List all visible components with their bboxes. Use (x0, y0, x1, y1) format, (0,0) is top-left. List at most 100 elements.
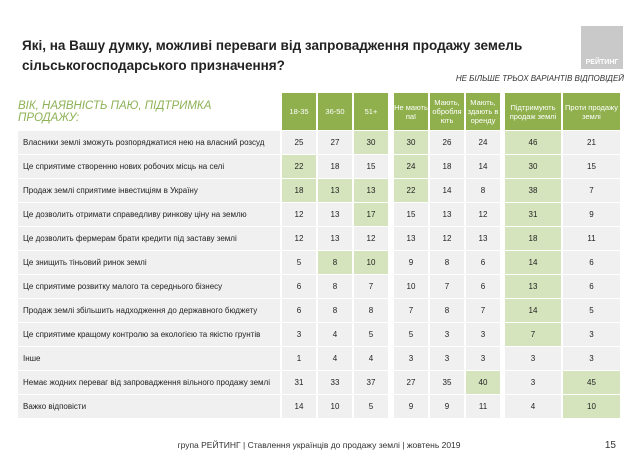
table-cell: 7 (354, 275, 388, 298)
table-cell: 9 (394, 251, 428, 274)
row-label: Важко відповісти (18, 395, 280, 418)
answer-limit-note: НЕ БІЛЬШЕ ТРЬОХ ВАРІАНТІВ ВІДПОВІДЕЙ (455, 74, 624, 83)
table-cell: 45 (563, 371, 620, 394)
table-cell: 15 (394, 203, 428, 226)
table-cell: 3 (505, 371, 561, 394)
row-label: Продаж землі збільшить надходження до де… (18, 299, 280, 322)
table-cell: 13 (430, 203, 464, 226)
table-cell: 26 (430, 131, 464, 154)
row-label: Це сприятиме кращому контролю за екологі… (18, 323, 280, 346)
table-cell: 17 (354, 203, 388, 226)
table-cell: 6 (466, 275, 500, 298)
table-cell: 14 (466, 155, 500, 178)
column-header: Не мають паї (394, 93, 428, 130)
table-cell: 4 (354, 347, 388, 370)
footer-text: група РЕЙТИНГ | Ставлення українців до п… (177, 440, 461, 450)
table-cell: 8 (430, 299, 464, 322)
table-cell: 35 (430, 371, 464, 394)
table-cell: 10 (354, 251, 388, 274)
table-cell: 12 (430, 227, 464, 250)
table-cell: 18 (318, 155, 352, 178)
table-cell: 3 (282, 323, 316, 346)
table-cell: 6 (466, 251, 500, 274)
table-cell: 13 (318, 203, 352, 226)
table-cell: 5 (282, 251, 316, 274)
table-cell: 27 (394, 371, 428, 394)
table-cell: 4 (505, 395, 561, 418)
table-cell: 24 (466, 131, 500, 154)
page-number: 15 (604, 440, 616, 451)
table-cell: 6 (282, 275, 316, 298)
table-cell: 6 (563, 275, 620, 298)
table-cell: 27 (318, 131, 352, 154)
group-label: ВІК, НАЯВНІСТЬ ПАЮ, ПІДТРИМКА ПРОДАЖУ: (18, 99, 212, 124)
table-cell: 22 (394, 179, 428, 202)
table-cell: 8 (318, 251, 352, 274)
column-header: Мають, обробля ють (430, 93, 464, 130)
table-cell: 6 (563, 251, 620, 274)
table-cell: 40 (466, 371, 500, 394)
table-cell: 12 (282, 227, 316, 250)
table-cell: 15 (354, 155, 388, 178)
table-cell: 3 (505, 347, 561, 370)
table-cell: 12 (354, 227, 388, 250)
table-cell: 13 (354, 179, 388, 202)
table-cell: 8 (354, 299, 388, 322)
table-cell: 4 (318, 347, 352, 370)
row-label: Немає жодних переваг від запровадження в… (18, 371, 280, 394)
table-cell: 37 (354, 371, 388, 394)
table-cell: 31 (505, 203, 561, 226)
table-cell: 30 (394, 131, 428, 154)
table-cell: 4 (318, 323, 352, 346)
table-cell: 3 (394, 347, 428, 370)
table-cell: 9 (430, 395, 464, 418)
table-cell: 21 (563, 131, 620, 154)
table-cell: 30 (505, 155, 561, 178)
table-cell: 5 (354, 395, 388, 418)
table-cell: 7 (505, 323, 561, 346)
table-cell: 25 (282, 131, 316, 154)
table-cell: 3 (563, 347, 620, 370)
table-cell: 22 (282, 155, 316, 178)
table-cell: 1 (282, 347, 316, 370)
table-cell: 6 (282, 299, 316, 322)
rating-logo: РЕЙТИНГ (581, 26, 623, 69)
table-cell: 3 (430, 323, 464, 346)
table-cell: 10 (318, 395, 352, 418)
table-cell: 13 (505, 275, 561, 298)
table-cell: 10 (394, 275, 428, 298)
table-cell: 13 (394, 227, 428, 250)
table-cell: 14 (505, 299, 561, 322)
table-cell: 18 (505, 227, 561, 250)
table-cell: 8 (430, 251, 464, 274)
table-cell: 18 (430, 155, 464, 178)
row-label: Це сприятиме створенню нових робочих міс… (18, 155, 280, 178)
table-cell: 7 (430, 275, 464, 298)
row-label: Це знищить тіньовий ринок землі (18, 251, 280, 274)
column-header: Мають, здають в оренду (466, 93, 500, 130)
table-cell: 13 (318, 179, 352, 202)
table-cell: 8 (318, 275, 352, 298)
column-header: Проти продажу землі (563, 93, 620, 130)
table-cell: 8 (466, 179, 500, 202)
row-label: Це сприятиме розвитку малого та середньо… (18, 275, 280, 298)
slide-title: Які, на Вашу думку, можливі переваги від… (22, 38, 523, 73)
table-cell: 11 (563, 227, 620, 250)
table-cell: 14 (505, 251, 561, 274)
table-cell: 5 (354, 323, 388, 346)
table-cell: 5 (394, 323, 428, 346)
table-cell: 3 (563, 323, 620, 346)
table-cell: 3 (466, 347, 500, 370)
logo-text: РЕЙТИНГ (585, 59, 619, 66)
table-cell: 31 (282, 371, 316, 394)
table-cell: 14 (282, 395, 316, 418)
table-cell: 9 (394, 395, 428, 418)
column-header: Підтримують продаж землі (505, 93, 561, 130)
table-cell: 30 (354, 131, 388, 154)
table-cell: 5 (563, 299, 620, 322)
table-cell: 10 (563, 395, 620, 418)
table-cell: 15 (563, 155, 620, 178)
table-cell: 38 (505, 179, 561, 202)
table-cell: 13 (466, 227, 500, 250)
